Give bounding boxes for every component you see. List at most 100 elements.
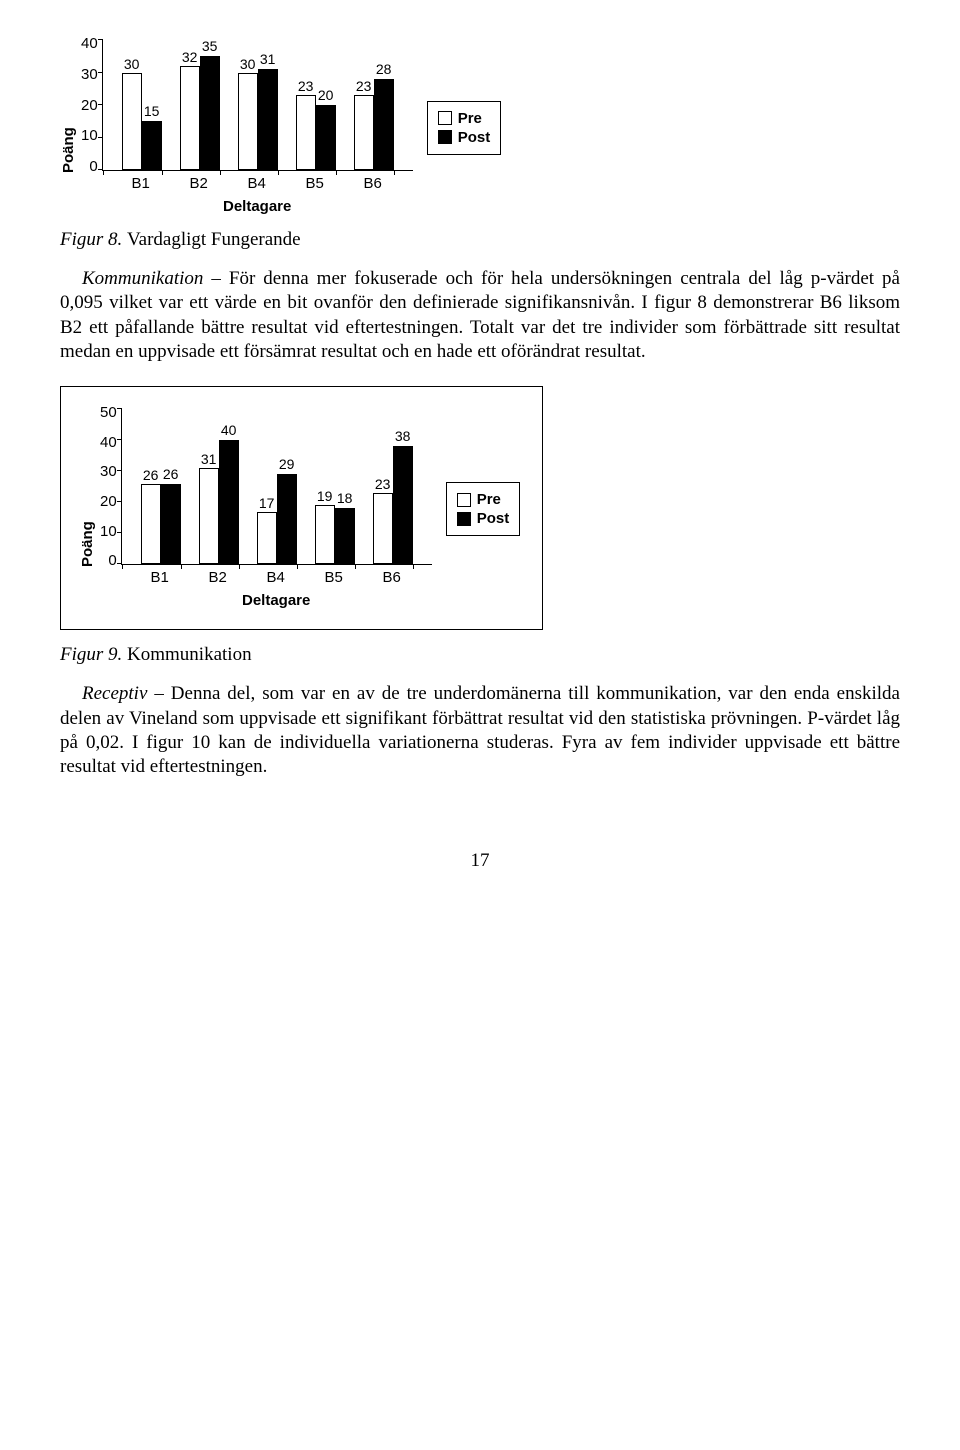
legend-label: Post — [477, 510, 510, 527]
x-tick-label: B5 — [286, 175, 344, 192]
legend-label: Post — [458, 129, 491, 146]
bar-value-label: 30 — [240, 56, 256, 72]
bar-post: 31 — [258, 69, 278, 170]
bar-post: 18 — [335, 508, 355, 564]
bar-value-label: 40 — [221, 422, 237, 438]
x-tick-label: B1 — [112, 175, 170, 192]
legend-swatch — [438, 130, 452, 144]
figure-8-caption: Figur 8. Vardagligt Fungerande — [60, 229, 900, 251]
bar-value-label: 17 — [259, 495, 275, 511]
para2-lead: Receptiv — [82, 683, 147, 704]
y-axis: Poäng50403020100 — [79, 409, 121, 569]
legend-item: Pre — [457, 491, 510, 508]
legend-swatch — [457, 512, 471, 526]
y-tick-label: 10 — [81, 127, 98, 144]
figure-9-frame: Poäng5040302010026263140172919182338B1B2… — [60, 386, 543, 630]
y-tick-label: 40 — [81, 35, 98, 52]
x-tick-label: B4 — [247, 569, 305, 586]
figure-9-caption: Figur 9. Kommunikation — [60, 644, 900, 666]
paragraph-receptiv: Receptiv – Denna del, som var en av de t… — [60, 682, 900, 779]
plot-area: 26263140172919182338 — [121, 409, 432, 565]
y-tick-label: 0 — [100, 552, 117, 569]
bar-group: 2320 — [296, 95, 336, 170]
y-tick-label: 10 — [100, 523, 117, 540]
x-tick-label: B2 — [189, 569, 247, 586]
figure-9-chart: Poäng5040302010026263140172919182338B1B2… — [79, 409, 520, 609]
legend-item: Pre — [438, 110, 491, 127]
x-axis-title: Deltagare — [121, 592, 432, 609]
bar-value-label: 23 — [298, 78, 314, 94]
bar-post: 40 — [219, 440, 239, 564]
bar-pre: 23 — [354, 95, 374, 170]
para2-body: – Denna del, som var en av de tre underd… — [60, 683, 900, 777]
figure-9-title: Kommunikation — [127, 644, 252, 665]
legend-item: Post — [457, 510, 510, 527]
bar-group: 1918 — [315, 505, 355, 564]
para1-lead: Kommunikation — [82, 268, 203, 289]
bar-value-label: 26 — [163, 466, 179, 482]
y-tick-label: 50 — [100, 404, 117, 421]
figure-8-title: Vardagligt Fungerande — [127, 229, 301, 250]
bar-pre: 31 — [199, 468, 219, 564]
bar-value-label: 18 — [337, 490, 353, 506]
bar-value-label: 26 — [143, 467, 159, 483]
bar-pre: 23 — [296, 95, 316, 170]
bar-value-label: 35 — [202, 38, 218, 54]
bar-group: 3015 — [122, 73, 162, 171]
legend-swatch — [438, 111, 452, 125]
bar-post: 28 — [374, 79, 394, 170]
legend-item: Post — [438, 129, 491, 146]
x-tick-label: B4 — [228, 175, 286, 192]
bar-group: 2338 — [373, 446, 413, 564]
bar-post: 29 — [277, 474, 297, 564]
bar-value-label: 20 — [318, 87, 334, 103]
y-tick-label: 20 — [81, 97, 98, 114]
plot-area: 30153235303123202328 — [102, 40, 413, 171]
x-tick-label: B6 — [344, 175, 402, 192]
bar-pre: 23 — [373, 493, 393, 564]
x-tick-label: B6 — [363, 569, 421, 586]
bar-group: 3140 — [199, 440, 239, 564]
y-tick-label: 30 — [100, 463, 117, 480]
bar-group: 3235 — [180, 56, 220, 170]
bar-value-label: 31 — [260, 51, 276, 67]
bar-group: 1729 — [257, 474, 297, 564]
figure-9-number: Figur 9. — [60, 644, 127, 665]
x-tick-label: B1 — [131, 569, 189, 586]
x-axis-title: Deltagare — [102, 198, 413, 215]
bar-value-label: 29 — [279, 456, 295, 472]
bar-value-label: 28 — [376, 61, 392, 77]
legend-label: Pre — [477, 491, 501, 508]
bar-pre: 26 — [141, 484, 161, 565]
bar-value-label: 23 — [375, 476, 391, 492]
bar-pre: 19 — [315, 505, 335, 564]
bar-post: 20 — [316, 105, 336, 170]
page-number: 17 — [60, 850, 900, 872]
paragraph-kommunikation: Kommunikation – För denna mer fokuserade… — [60, 267, 900, 364]
y-axis-title: Poäng — [60, 43, 77, 173]
y-tick-label: 0 — [81, 158, 98, 175]
bar-value-label: 30 — [124, 56, 140, 72]
bar-pre: 32 — [180, 66, 200, 170]
bar-group: 2328 — [354, 79, 394, 170]
legend: Pre Post — [446, 482, 521, 536]
bar-group: 3031 — [238, 69, 278, 170]
bar-value-label: 38 — [395, 428, 411, 444]
bar-post: 26 — [161, 484, 181, 565]
bar-pre: 30 — [238, 73, 258, 171]
y-tick-label: 20 — [100, 493, 117, 510]
bar-group: 2626 — [141, 484, 181, 565]
x-tick-label: B5 — [305, 569, 363, 586]
bar-pre: 17 — [257, 512, 277, 565]
legend-swatch — [457, 493, 471, 507]
y-axis: Poäng403020100 — [60, 40, 102, 175]
y-axis-title: Poäng — [79, 412, 96, 567]
figure-8-chart: Poäng40302010030153235303123202328B1B2B4… — [60, 40, 900, 215]
legend: Pre Post — [427, 101, 502, 155]
bar-value-label: 31 — [201, 451, 217, 467]
legend-label: Pre — [458, 110, 482, 127]
bar-post: 35 — [200, 56, 220, 170]
y-tick-label: 30 — [81, 66, 98, 83]
figure-8-number: Figur 8. — [60, 229, 127, 250]
bar-value-label: 19 — [317, 488, 333, 504]
